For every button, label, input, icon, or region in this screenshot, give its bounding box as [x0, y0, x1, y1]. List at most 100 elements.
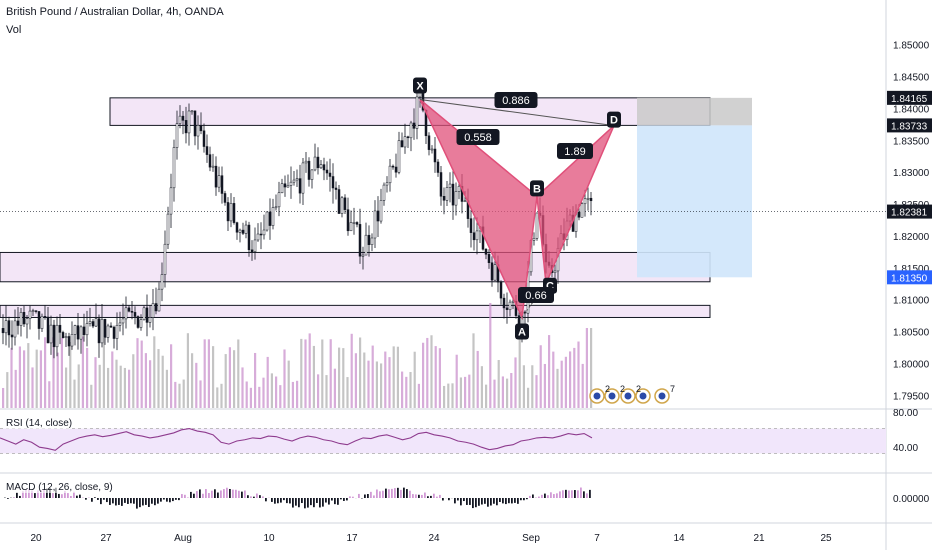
candle-body	[380, 200, 382, 221]
volume-bar	[346, 377, 348, 408]
volume-bar	[103, 338, 105, 408]
candle-body	[65, 336, 67, 337]
price-tick-label: 1.84500	[893, 73, 930, 84]
volume-bar	[44, 337, 46, 408]
macd-histogram-bar	[556, 493, 558, 498]
candle-body	[368, 235, 370, 245]
candle-body	[14, 321, 16, 337]
candle-body	[107, 326, 109, 337]
supply-demand-zone[interactable]	[0, 252, 710, 281]
volume-legend[interactable]: Vol	[6, 24, 21, 36]
time-tick-label: 25	[820, 533, 832, 544]
macd-histogram-bar	[97, 498, 99, 500]
volume-bar	[107, 368, 109, 408]
candle-body	[146, 308, 148, 323]
macd-histogram-bar	[373, 495, 375, 498]
candle-body	[263, 230, 265, 235]
macd-histogram-bar	[571, 490, 573, 498]
pattern-ratio-label: 0.886	[502, 95, 530, 107]
candle-body	[158, 289, 160, 311]
volume-bar	[586, 328, 588, 408]
volume-bar	[124, 368, 126, 408]
volume-bar	[246, 381, 248, 408]
candle-body	[317, 157, 319, 168]
macd-histogram-bar	[487, 498, 489, 507]
macd-histogram-bar	[148, 498, 150, 507]
macd-histogram-bar	[457, 498, 459, 500]
candle-body	[59, 325, 61, 332]
symbol-title[interactable]: British Pound / Australian Dollar, 4h, O…	[6, 6, 224, 18]
candle-body	[320, 165, 322, 168]
macd-histogram-bar	[253, 497, 255, 498]
candle-body	[251, 250, 253, 252]
take-profit-zone[interactable]	[637, 125, 752, 277]
macd-histogram-bar	[58, 494, 60, 498]
candle-body	[5, 321, 7, 333]
macd-histogram-bar	[325, 498, 327, 503]
candle-body	[68, 336, 70, 346]
candle-body	[110, 326, 112, 327]
macd-histogram-bar	[463, 498, 465, 501]
macd-histogram-bar	[439, 495, 441, 498]
macd-histogram-bar	[586, 493, 588, 498]
volume-bar	[300, 339, 302, 408]
candle-body	[122, 319, 124, 323]
macd-histogram-bar	[469, 498, 471, 505]
macd-histogram-bar	[382, 491, 384, 498]
macd-histogram-bar	[256, 494, 258, 498]
candle-body	[236, 223, 238, 233]
candle-body	[362, 255, 364, 256]
price-tick-label: 1.84000	[893, 104, 930, 115]
candle-body	[179, 116, 181, 124]
stop-loss-zone[interactable]	[637, 98, 752, 126]
candle-body	[284, 184, 286, 187]
macd-histogram-bar	[163, 498, 165, 500]
candle-body	[50, 325, 52, 343]
rsi-legend[interactable]: RSI (14, close)	[6, 418, 72, 429]
macd-histogram-bar	[247, 495, 249, 498]
supply-demand-zone[interactable]	[0, 305, 710, 317]
volume-bar	[229, 347, 231, 408]
macd-histogram-bar	[502, 498, 504, 503]
volume-bar	[65, 368, 67, 408]
candle-body	[35, 311, 37, 312]
volume-bar	[531, 365, 533, 408]
volume-bar	[82, 336, 84, 408]
macd-histogram-bar	[553, 494, 555, 498]
macd-histogram-bar	[304, 498, 306, 508]
volume-bar	[237, 339, 239, 408]
macd-legend[interactable]: MACD (12, 26, close, 9)	[6, 482, 113, 493]
candle-body	[431, 149, 433, 150]
macd-histogram-bar	[34, 493, 36, 498]
candle-body	[167, 214, 169, 244]
candle-body	[272, 208, 274, 226]
candle-body	[488, 254, 490, 262]
volume-bar	[510, 373, 512, 408]
macd-histogram-bar	[514, 498, 516, 503]
candle-body	[38, 311, 40, 328]
macd-histogram-bar	[298, 498, 300, 507]
macd-histogram-bar	[574, 490, 576, 498]
volume-bar	[535, 375, 537, 408]
volume-bar	[208, 339, 210, 408]
volume-bar	[145, 353, 147, 408]
macd-histogram-bar	[79, 495, 81, 498]
volume-bar	[414, 352, 416, 408]
macd-histogram-bar	[418, 495, 420, 498]
volume-bar	[309, 333, 311, 408]
volume-bar	[31, 367, 33, 408]
candle-body	[590, 198, 592, 201]
volume-bar	[132, 354, 134, 408]
macd-histogram-bar	[364, 495, 366, 498]
volume-bar	[275, 377, 277, 408]
candle-body	[56, 325, 58, 347]
macd-histogram-bar	[460, 498, 462, 505]
candle-body	[137, 316, 139, 327]
candle-body	[128, 308, 130, 311]
volume-bar	[10, 348, 12, 408]
macd-histogram-bar	[133, 498, 135, 504]
volume-bar	[57, 353, 59, 408]
macd-histogram-bar	[115, 498, 117, 505]
